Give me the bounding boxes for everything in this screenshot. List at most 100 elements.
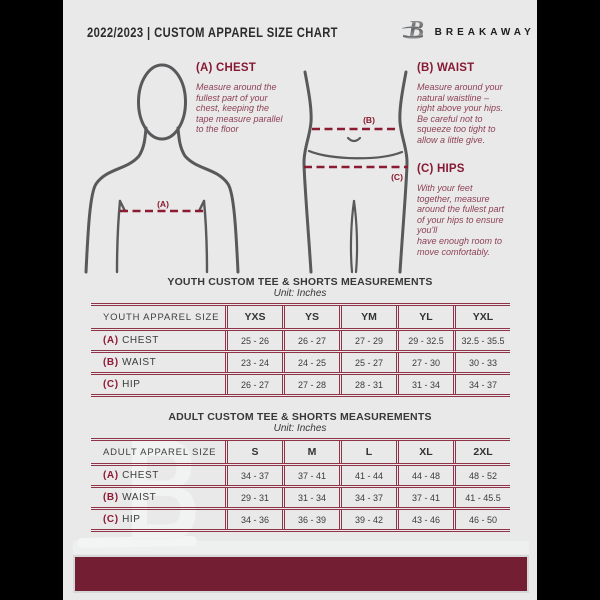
row-label: (A) CHEST — [103, 335, 159, 346]
page-title: 2022/2023 | CUSTOM APPAREL SIZE CHART — [87, 24, 338, 40]
table-rule — [453, 441, 456, 463]
table-rule — [225, 510, 228, 529]
marker-b: (B) — [363, 115, 375, 125]
size-cell: 36 - 39 — [297, 514, 327, 525]
size-cell: 34 - 37 — [240, 470, 270, 481]
row-label: (B) WAIST — [103, 492, 157, 503]
column-header: S — [251, 446, 259, 458]
column-header: YXL — [472, 311, 494, 323]
size-cell: 25 - 27 — [354, 357, 384, 368]
table-row: (C) HIP 34 - 36 36 - 39 39 - 42 43 - 46 … — [91, 510, 510, 529]
chest-heading: (A) CHEST — [196, 62, 256, 74]
table-rule — [396, 375, 399, 394]
table-rule — [396, 306, 399, 328]
waist-description: Measure around your natural waistline – … — [417, 82, 504, 145]
column-header: XL — [419, 446, 433, 458]
table-rule — [282, 466, 285, 485]
table-rule — [339, 375, 342, 394]
hips-heading: (C) HIPS — [417, 163, 465, 175]
size-cell: 31 - 34 — [297, 492, 327, 503]
table-rule — [282, 488, 285, 507]
size-cell: 26 - 27 — [240, 379, 270, 390]
youth-unit-label: Unit: Inches — [273, 288, 327, 299]
table-rule — [453, 510, 456, 529]
marker-c: (C) — [391, 172, 403, 182]
lower-body-figure — [302, 70, 409, 274]
size-cell: 31 - 34 — [411, 379, 441, 390]
size-cell: 48 - 52 — [468, 470, 498, 481]
size-cell: 23 - 24 — [240, 357, 270, 368]
table-rule — [225, 331, 228, 350]
table-rule — [282, 441, 285, 463]
size-cell: 25 - 26 — [240, 335, 270, 346]
table-row: (B) WAIST 23 - 24 24 - 25 25 - 27 27 - 3… — [91, 353, 510, 372]
measure-markers: (A) (B) (C) — [157, 115, 403, 209]
table-rule — [339, 353, 342, 372]
chest-description: Measure around the fullest part of your … — [196, 82, 283, 135]
breakaway-b-logo-icon: B — [401, 16, 429, 48]
table-rule — [282, 510, 285, 529]
table-rule — [225, 306, 228, 328]
table-rule — [91, 438, 510, 441]
measure-lines — [120, 127, 408, 213]
size-cell: 29 - 32.5 — [408, 335, 444, 346]
table-rule — [339, 441, 342, 463]
table-rule — [453, 375, 456, 394]
size-cell: 32.5 - 35.5 — [461, 335, 505, 346]
table-rule — [339, 510, 342, 529]
youth-size-table: YOUTH APPAREL SIZE YXS YS YM YL YXL (A) … — [91, 303, 510, 397]
table-rule — [91, 463, 510, 466]
size-cell: 34 - 37 — [354, 492, 384, 503]
column-header: YL — [419, 311, 433, 323]
row-label: (B) WAIST — [103, 357, 157, 368]
size-cell: 27 - 28 — [297, 379, 327, 390]
table-rule — [91, 328, 510, 331]
table-rule — [396, 441, 399, 463]
measurement-figures: (A) (B) (C) — [84, 63, 409, 274]
table-rule — [91, 372, 510, 375]
size-cell: 24 - 25 — [297, 357, 327, 368]
table-rule — [91, 394, 510, 397]
table-rule — [91, 507, 510, 510]
table-rule — [453, 488, 456, 507]
size-cell: 41 - 44 — [354, 470, 384, 481]
size-cell: 37 - 41 — [297, 470, 327, 481]
row-label: (A) CHEST — [103, 470, 159, 481]
table-rule — [396, 353, 399, 372]
table-rule — [91, 350, 510, 353]
adult-section-title: ADULT CUSTOM TEE & SHORTS MEASUREMENTS — [168, 411, 432, 423]
column-header: 2XL — [473, 446, 493, 458]
size-cell: 41 - 45.5 — [465, 492, 501, 503]
table-rule — [225, 466, 228, 485]
table-rule — [339, 466, 342, 485]
table-rule — [225, 353, 228, 372]
column-header: L — [365, 446, 373, 458]
table-rule — [282, 306, 285, 328]
size-cell: 27 - 30 — [411, 357, 441, 368]
brand-lockup: B BREAKAWAY — [401, 16, 535, 48]
size-cell: 34 - 36 — [240, 514, 270, 525]
table-row: (B) WAIST 29 - 31 31 - 34 34 - 37 37 - 4… — [91, 488, 510, 507]
column-header: YXS — [244, 311, 266, 323]
table-header-row: ADULT APPAREL SIZE S M L XL 2XL — [91, 441, 510, 463]
row-label: (C) HIP — [103, 379, 141, 390]
size-chart-page: B 2022/2023 | CUSTOM APPAREL SIZE CHART … — [63, 0, 537, 600]
table-rule — [225, 375, 228, 394]
size-cell: 39 - 42 — [354, 514, 384, 525]
brand-name: BREAKAWAY — [434, 26, 535, 38]
size-cell: 34 - 37 — [468, 379, 498, 390]
footer-bar — [73, 555, 529, 593]
header: 2022/2023 | CUSTOM APPAREL SIZE CHART B … — [87, 17, 531, 46]
table-row: (A) CHEST 25 - 26 26 - 27 27 - 29 29 - 3… — [91, 331, 510, 350]
column-header: M — [307, 446, 317, 458]
size-header-cell: ADULT APPAREL SIZE — [103, 446, 217, 458]
svg-text:B: B — [407, 17, 424, 43]
size-header-cell: YOUTH APPAREL SIZE — [103, 311, 220, 323]
size-cell: 46 - 50 — [468, 514, 498, 525]
table-rule — [91, 485, 510, 488]
table-rule — [396, 488, 399, 507]
table-rule — [91, 529, 510, 532]
row-label: (C) HIP — [103, 514, 141, 525]
table-row: (C) HIP 26 - 27 27 - 28 28 - 31 31 - 34 … — [91, 375, 510, 394]
